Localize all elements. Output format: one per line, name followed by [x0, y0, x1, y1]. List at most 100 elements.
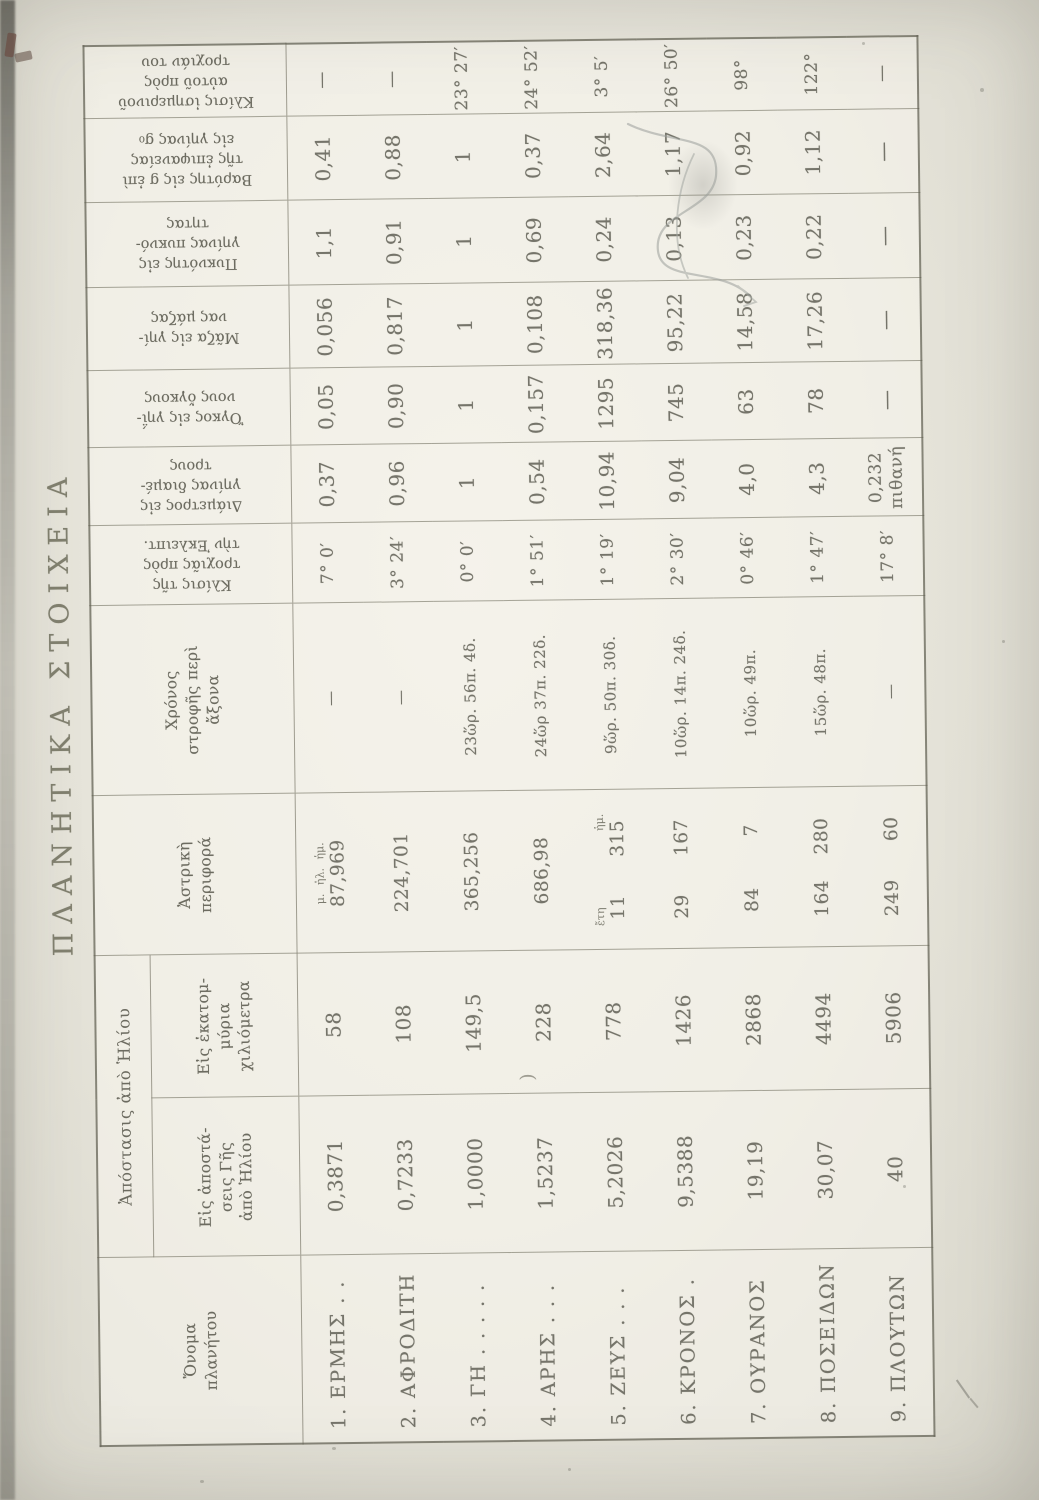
cell-planet-name: 4. ΑΡΗΣ . . . [511, 1252, 584, 1442]
paper-speck [980, 88, 984, 92]
header-distance-group: Ἀπόστασις ἀπὸ Ἡλίου [94, 955, 154, 1259]
cell-planet-name: 2. ΑΦΡΟΔΙΤΗ [371, 1253, 444, 1443]
cell-distance-au: 1,0000 [439, 1094, 512, 1254]
cell-equator-inclination: 3° 5′ [566, 39, 638, 114]
cell-sidereal: 29 167 [645, 788, 718, 950]
cell-diameter: 4,0 [711, 439, 783, 519]
cell-sidereal: 164 280 [785, 786, 858, 948]
header-sidereal-period: Ἀστρικὴ περιφορά [92, 793, 298, 957]
cell-equator-inclination: 24° 52′ [496, 40, 568, 115]
cell-orbit-inclination: 0° 46′ [712, 517, 784, 599]
cell-equator-inclination: — [356, 41, 428, 116]
cell-planet-name: 6. ΚΡΟΝΟΣ . [651, 1250, 724, 1440]
cell-mass: 0,056 [288, 284, 361, 369]
cell-orbit-inclination: 1° 51′ [502, 520, 574, 602]
header-name: Ὄνομα πλανήτου [98, 1255, 304, 1447]
cell-equator-inclination: 23° 27′ [426, 41, 498, 115]
page-title: ΠΛΑΝΗΤΙΚΑ ΣΤΟΙΧΕΙΑ [42, 468, 80, 957]
cell-sidereal: ἔτη ἡμ. 11 315 [575, 789, 648, 951]
header-diameter: Διάμετρος εἰς γηίνας διαμέ- τρους [88, 445, 292, 527]
cell-equator-inclination: — [846, 35, 919, 110]
cell-rotation: 10ὥρ. 49π. [713, 597, 786, 789]
cell-mass: — [849, 277, 922, 362]
stray-paren-mark: ) [516, 1073, 539, 1081]
cell-rotation: 9ὥρ. 50π. 30δ. [573, 599, 646, 791]
paper-speck [903, 1185, 906, 1188]
cell-sidereal: 84 7 [715, 787, 788, 949]
cell-equator-inclination: — [285, 42, 358, 117]
cell-sidereal: 365,256 [435, 791, 508, 952]
cell-mass: 1 [429, 283, 501, 367]
cell-distance-au: 9,5388 [649, 1091, 722, 1252]
pencil-scribble [626, 122, 758, 307]
cell-rotation: 23ὥρ. 56π. 4δ. [433, 601, 506, 792]
cell-distance-km: 778 [577, 949, 650, 1094]
cell-rotation: — [363, 601, 436, 793]
paper-speck [1002, 640, 1005, 643]
cell-diameter: 10,94 [571, 441, 643, 521]
cell-distance-au: 5,2026 [579, 1092, 652, 1253]
cell-density: — [848, 192, 921, 279]
cell-diameter: 0,232 πιθανή [851, 437, 924, 517]
cell-diameter: 0,96 [361, 443, 433, 523]
cell-rotation: 24ὥρ 37π. 22δ. [503, 600, 576, 792]
cell-planet-name: 3. ΓΗ . . . . . [441, 1253, 514, 1442]
cell-orbit-inclination: 0° 0′ [432, 521, 504, 602]
cell-density: 1 [428, 198, 500, 284]
cell-equator-inclination: 98° [706, 37, 778, 112]
cell-distance-au: 0,7233 [369, 1094, 442, 1255]
cell-distance-au: 1,5237 [509, 1093, 582, 1254]
cell-orbit-inclination: 7° 0′ [291, 522, 364, 604]
cell-diameter: 0,37 [290, 444, 363, 524]
cell-rotation: — [853, 595, 927, 787]
header-row-1: Ὄνομα πλανήτου Ἀπόστασις ἀπὸ Ἡλίου Ἀστρι… [83, 43, 304, 1447]
cell-planet-name: 8. ΠΟΣΕΙΔΩΝ [791, 1248, 864, 1438]
cell-volume: 1295 [570, 364, 642, 443]
cell-rotation: 10ὥρ. 14π. 24δ. [643, 598, 716, 790]
header-orbit-inclination: Κλίσις τῆς τροχιᾶς πρὸς τὴν Ἐκλειπτ. [89, 523, 293, 607]
header-density: Πυκνότης εἰς γηίνας πυκνό- τητας [85, 200, 289, 289]
cell-distance-au: 0,3871 [298, 1095, 372, 1256]
cell-diameter: 1 [431, 443, 503, 522]
cell-mass: 0,817 [359, 283, 431, 368]
cell-volume: 0,90 [360, 366, 432, 445]
cell-orbit-inclination: 1° 19′ [572, 519, 644, 601]
paper-speck [200, 1480, 204, 1483]
paper-speck [568, 1468, 571, 1471]
cell-distance-km: 108 [367, 951, 440, 1096]
cell-sidereal: μ. ἡλ. ἡμ. 87,969 [295, 792, 368, 954]
cell-gravity: 1 [427, 114, 499, 199]
cell-density: 0,91 [358, 198, 430, 285]
header-gravity: Βαρύτης εἰς g ἐπὶ τῆς ἐπιφανείας εἰς γηί… [84, 116, 288, 204]
cell-planet-name: 1. ΕΡΜΗΣ . . [300, 1254, 374, 1444]
paper-speck [862, 42, 865, 45]
paper-speck [332, 1447, 336, 1450]
cell-orbit-inclination: 1° 47′ [782, 516, 854, 598]
cell-orbit-inclination: 17° 8′ [852, 515, 925, 597]
cell-mass: 0,108 [499, 282, 571, 367]
cell-volume: 745 [640, 363, 712, 442]
cell-diameter: 9,04 [641, 440, 713, 520]
cell-distance-au: 40 [859, 1088, 933, 1249]
rotated-sheet: ΠΛΑΝΗΤΙΚΑ ΣΤΟΙΧΕΙΑ Ὄνομα πλανήτου Ἀπόστα… [31, 34, 988, 1448]
cell-planet-name: 5. ΖΕΥΣ . . . [581, 1251, 654, 1441]
header-distance-km: Εἰς ἑκατομ- μύρια χιλιόμετρα [150, 953, 299, 1099]
cell-distance-km: 149,5 [437, 951, 510, 1095]
header-equator-inclination: Κλίσις ἰσημερινοῦ αὐτοῦ πρὸς τροχιάν του [83, 43, 287, 120]
cell-distance-km: 58 [297, 952, 370, 1097]
cell-volume: 78 [780, 361, 852, 440]
cell-volume: — [850, 360, 923, 439]
cell-equator-inclination: 122° [776, 36, 848, 111]
cell-density: 0,69 [498, 197, 570, 284]
ink-mark [14, 50, 33, 63]
cell-orbit-inclination: 2° 30′ [642, 518, 714, 600]
cell-density: 1,1 [287, 199, 360, 286]
cell-equator-inclination: 26° 50′ [636, 38, 708, 113]
cell-mass: 17,26 [779, 278, 851, 363]
header-distance-au: Εἰς ἀποστά- σεις Γῆς ἀπὸ Ἡλίου [151, 1096, 301, 1258]
cell-distance-km: 1426 [647, 948, 720, 1093]
cell-diameter: 0,54 [501, 442, 573, 522]
header-rotation-period: Χρόνος στροφῆς περὶ ἄξονα [90, 603, 296, 797]
planetary-elements-table: Ὄνομα πλανήτου Ἀπόστασις ἀπὸ Ἡλίου Ἀστρι… [82, 34, 936, 1448]
